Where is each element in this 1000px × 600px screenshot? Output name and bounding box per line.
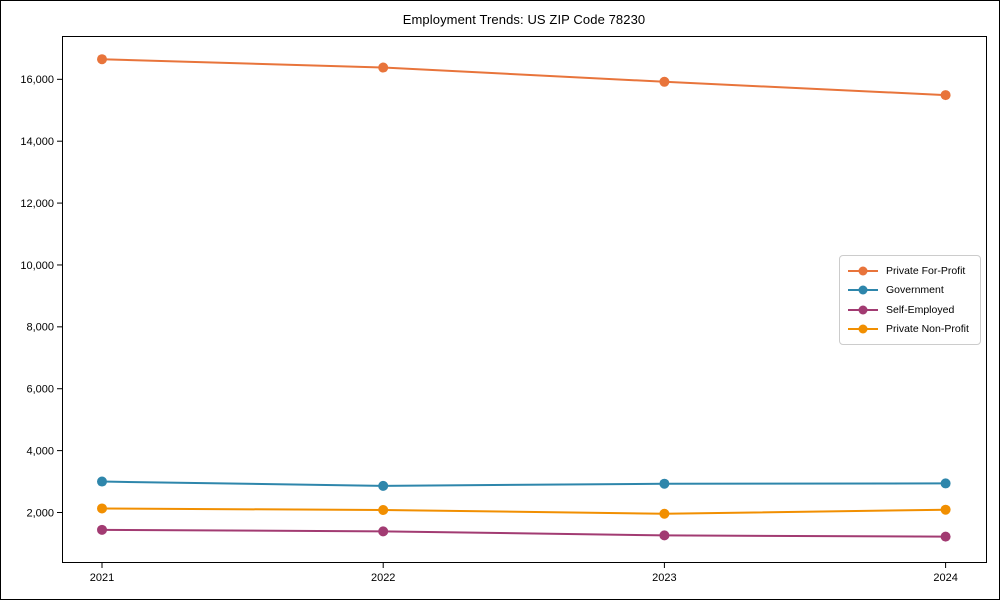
data-point-private-for-profit-2022 — [378, 62, 389, 73]
y-tick-label: 4,000 — [26, 445, 54, 457]
data-point-private-non-profit-2023 — [659, 508, 670, 519]
y-tick-label: 8,000 — [26, 322, 54, 334]
y-tick-label: 12,000 — [20, 198, 54, 210]
plot-border — [62, 36, 987, 563]
legend-label: Self-Employed — [886, 303, 955, 316]
x-tick-label: 2022 — [371, 572, 395, 584]
y-tick-label: 6,000 — [26, 384, 54, 396]
chart-title: Employment Trends: US ZIP Code 78230 — [402, 12, 646, 27]
data-point-government-2021 — [97, 476, 107, 487]
y-tick-label: 10,000 — [20, 260, 54, 272]
legend-line-marker-icon — [848, 304, 878, 315]
legend-item-private-for-profit: Private For-Profit — [848, 261, 972, 281]
legend: Private For-Profit Government Self-Employe… — [839, 255, 981, 345]
legend-item-self-employed: Self-Employed — [848, 300, 972, 320]
data-point-self-employed-2022 — [378, 526, 389, 537]
legend-line-marker-icon — [848, 285, 878, 296]
x-tick-label: 2021 — [90, 572, 114, 584]
data-point-self-employed-2024 — [940, 531, 951, 542]
data-point-government-2022 — [378, 480, 389, 491]
data-point-private-for-profit-2024 — [940, 90, 951, 101]
data-point-government-2023 — [659, 478, 670, 489]
data-point-private-for-profit-2021 — [97, 54, 107, 65]
series-line-private-for-profit — [101, 58, 947, 97]
legend-item-private-non-profit: Private Non-Profit — [848, 320, 972, 340]
legend-label: Private For-Profit — [886, 264, 966, 277]
series-line-government — [101, 480, 947, 487]
x-tick-label: 2023 — [652, 572, 676, 584]
data-point-private-for-profit-2023 — [659, 76, 670, 87]
y-tick-label: 14,000 — [20, 136, 54, 148]
legend-line-marker-icon — [848, 324, 878, 335]
series-line-private-non-profit — [101, 507, 947, 515]
data-point-self-employed-2021 — [97, 524, 107, 535]
legend-label: Private Non-Profit — [886, 323, 969, 336]
x-tick-label: 2024 — [933, 572, 957, 584]
data-point-private-non-profit-2022 — [378, 505, 389, 516]
data-point-private-non-profit-2021 — [97, 503, 107, 514]
y-tick-label: 16,000 — [20, 74, 54, 86]
data-point-government-2024 — [940, 478, 951, 489]
legend-label: Government — [886, 284, 944, 297]
data-point-self-employed-2023 — [659, 530, 670, 541]
legend-item-government: Government — [848, 281, 972, 301]
data-point-private-non-profit-2024 — [940, 504, 951, 515]
legend-line-marker-icon — [848, 265, 878, 276]
y-tick-label: 2,000 — [26, 507, 54, 519]
series-line-self-employed — [101, 528, 947, 538]
